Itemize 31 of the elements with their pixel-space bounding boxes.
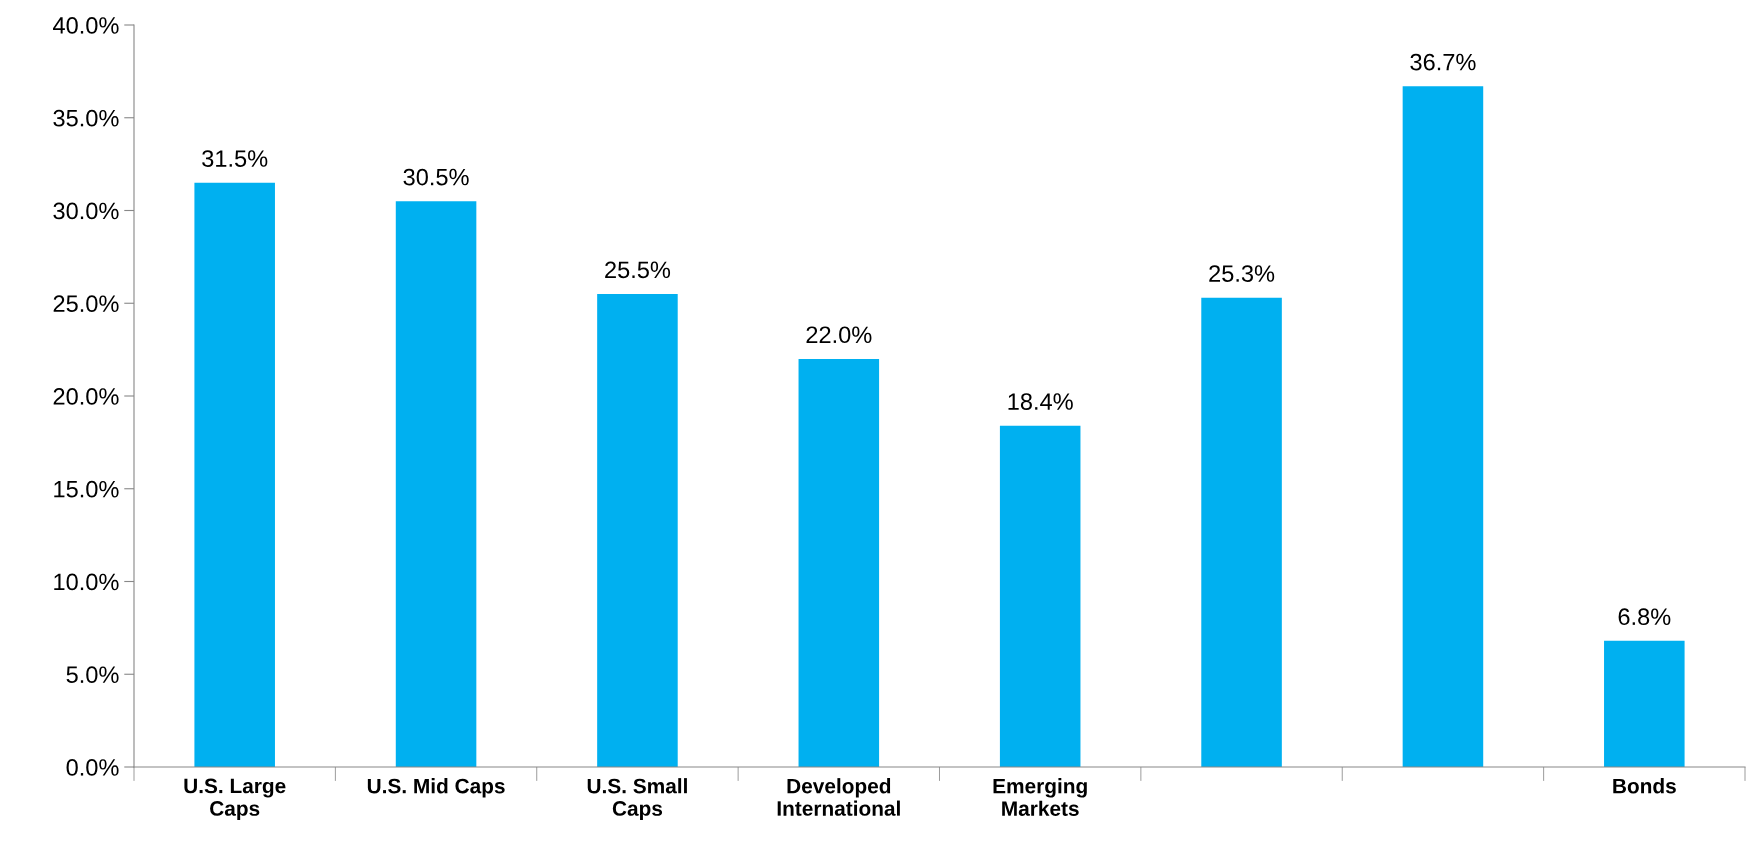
data-label: 31.5% — [202, 150, 268, 167]
x-tick-label: Emerging Markets — [993, 778, 1087, 816]
bar — [395, 201, 477, 767]
x-tick-label: Bonds — [1613, 778, 1676, 794]
data-label: 25.3% — [1209, 265, 1275, 282]
y-tick-label: 15.0% — [54, 480, 119, 498]
x-tick-label: Developed International — [777, 778, 900, 816]
y-tick-label: 35.0% — [53, 109, 119, 127]
data-label: 25.5% — [605, 261, 671, 279]
x-tick-label: U.S. Large Caps — [184, 778, 286, 820]
y-tick-label: 20.0% — [53, 388, 119, 405]
data-label: 18.4% — [1008, 393, 1073, 410]
y-tick-label: 40.0% — [53, 17, 119, 34]
data-label: 36.7% — [1410, 53, 1476, 71]
bar — [194, 182, 275, 767]
x-tick-label: U.S. Small Caps — [587, 778, 687, 820]
bar — [1402, 86, 1484, 767]
y-tick-label: 25.0% — [53, 295, 119, 313]
bar — [1201, 297, 1282, 767]
data-label: 22.0% — [806, 326, 872, 344]
y-tick-label: 10.0% — [54, 573, 119, 591]
data-label: 6.8% — [1618, 608, 1671, 626]
bar — [999, 425, 1081, 767]
y-tick-label: 0.0% — [66, 759, 119, 776]
y-tick-label: 5.0% — [66, 666, 119, 684]
bar — [1604, 640, 1685, 767]
y-tick-label: 30.0% — [53, 202, 119, 220]
data-label: 30.5% — [403, 168, 469, 186]
x-tick-label: U.S. Mid Caps — [367, 778, 505, 798]
bar — [798, 358, 880, 767]
bar — [597, 293, 678, 767]
